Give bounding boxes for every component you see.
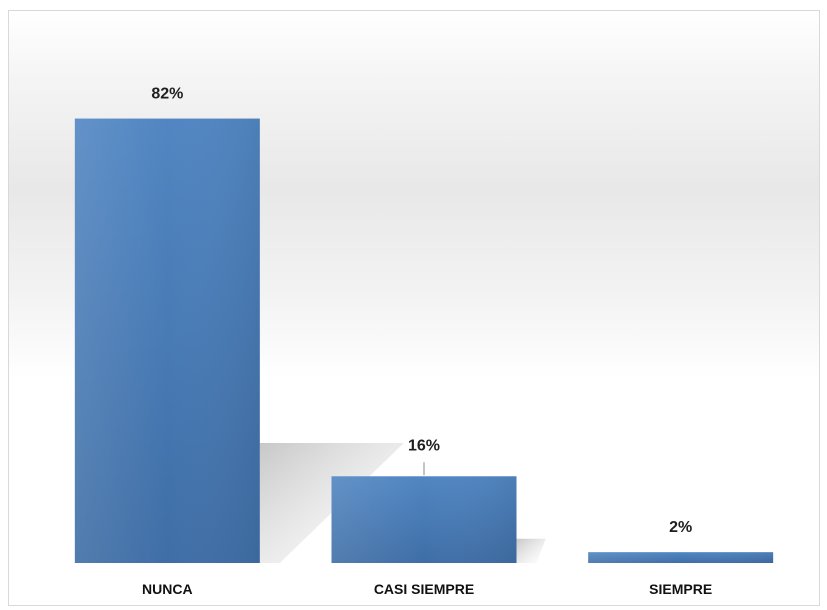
bar-sheen-siempre: [588, 552, 774, 563]
category-label-casi-siempre: CASI SIEMPRE: [374, 581, 474, 597]
data-label-casi-siempre: 16%: [408, 437, 440, 454]
bar-sheen-casi-siempre: [331, 476, 517, 563]
bars: [74, 118, 774, 563]
bar-chart: 82% 16% 2% NUNCA CASI SIEMPRE SIEMPRE: [74, 86, 774, 597]
data-labels: 82% 16% 2%: [151, 86, 692, 537]
category-label-nunca: NUNCA: [142, 581, 193, 597]
category-labels: NUNCA CASI SIEMPRE SIEMPRE: [142, 581, 712, 597]
bar-sheen-nunca: [74, 118, 260, 563]
data-label-nunca: 82%: [151, 86, 183, 103]
data-label-siempre: 2%: [669, 519, 692, 536]
category-label-siempre: SIEMPRE: [649, 581, 712, 597]
bar-shadow-casi-siempre: [516, 538, 546, 563]
chart-frame: 82% 16% 2% NUNCA CASI SIEMPRE SIEMPRE: [8, 10, 820, 606]
